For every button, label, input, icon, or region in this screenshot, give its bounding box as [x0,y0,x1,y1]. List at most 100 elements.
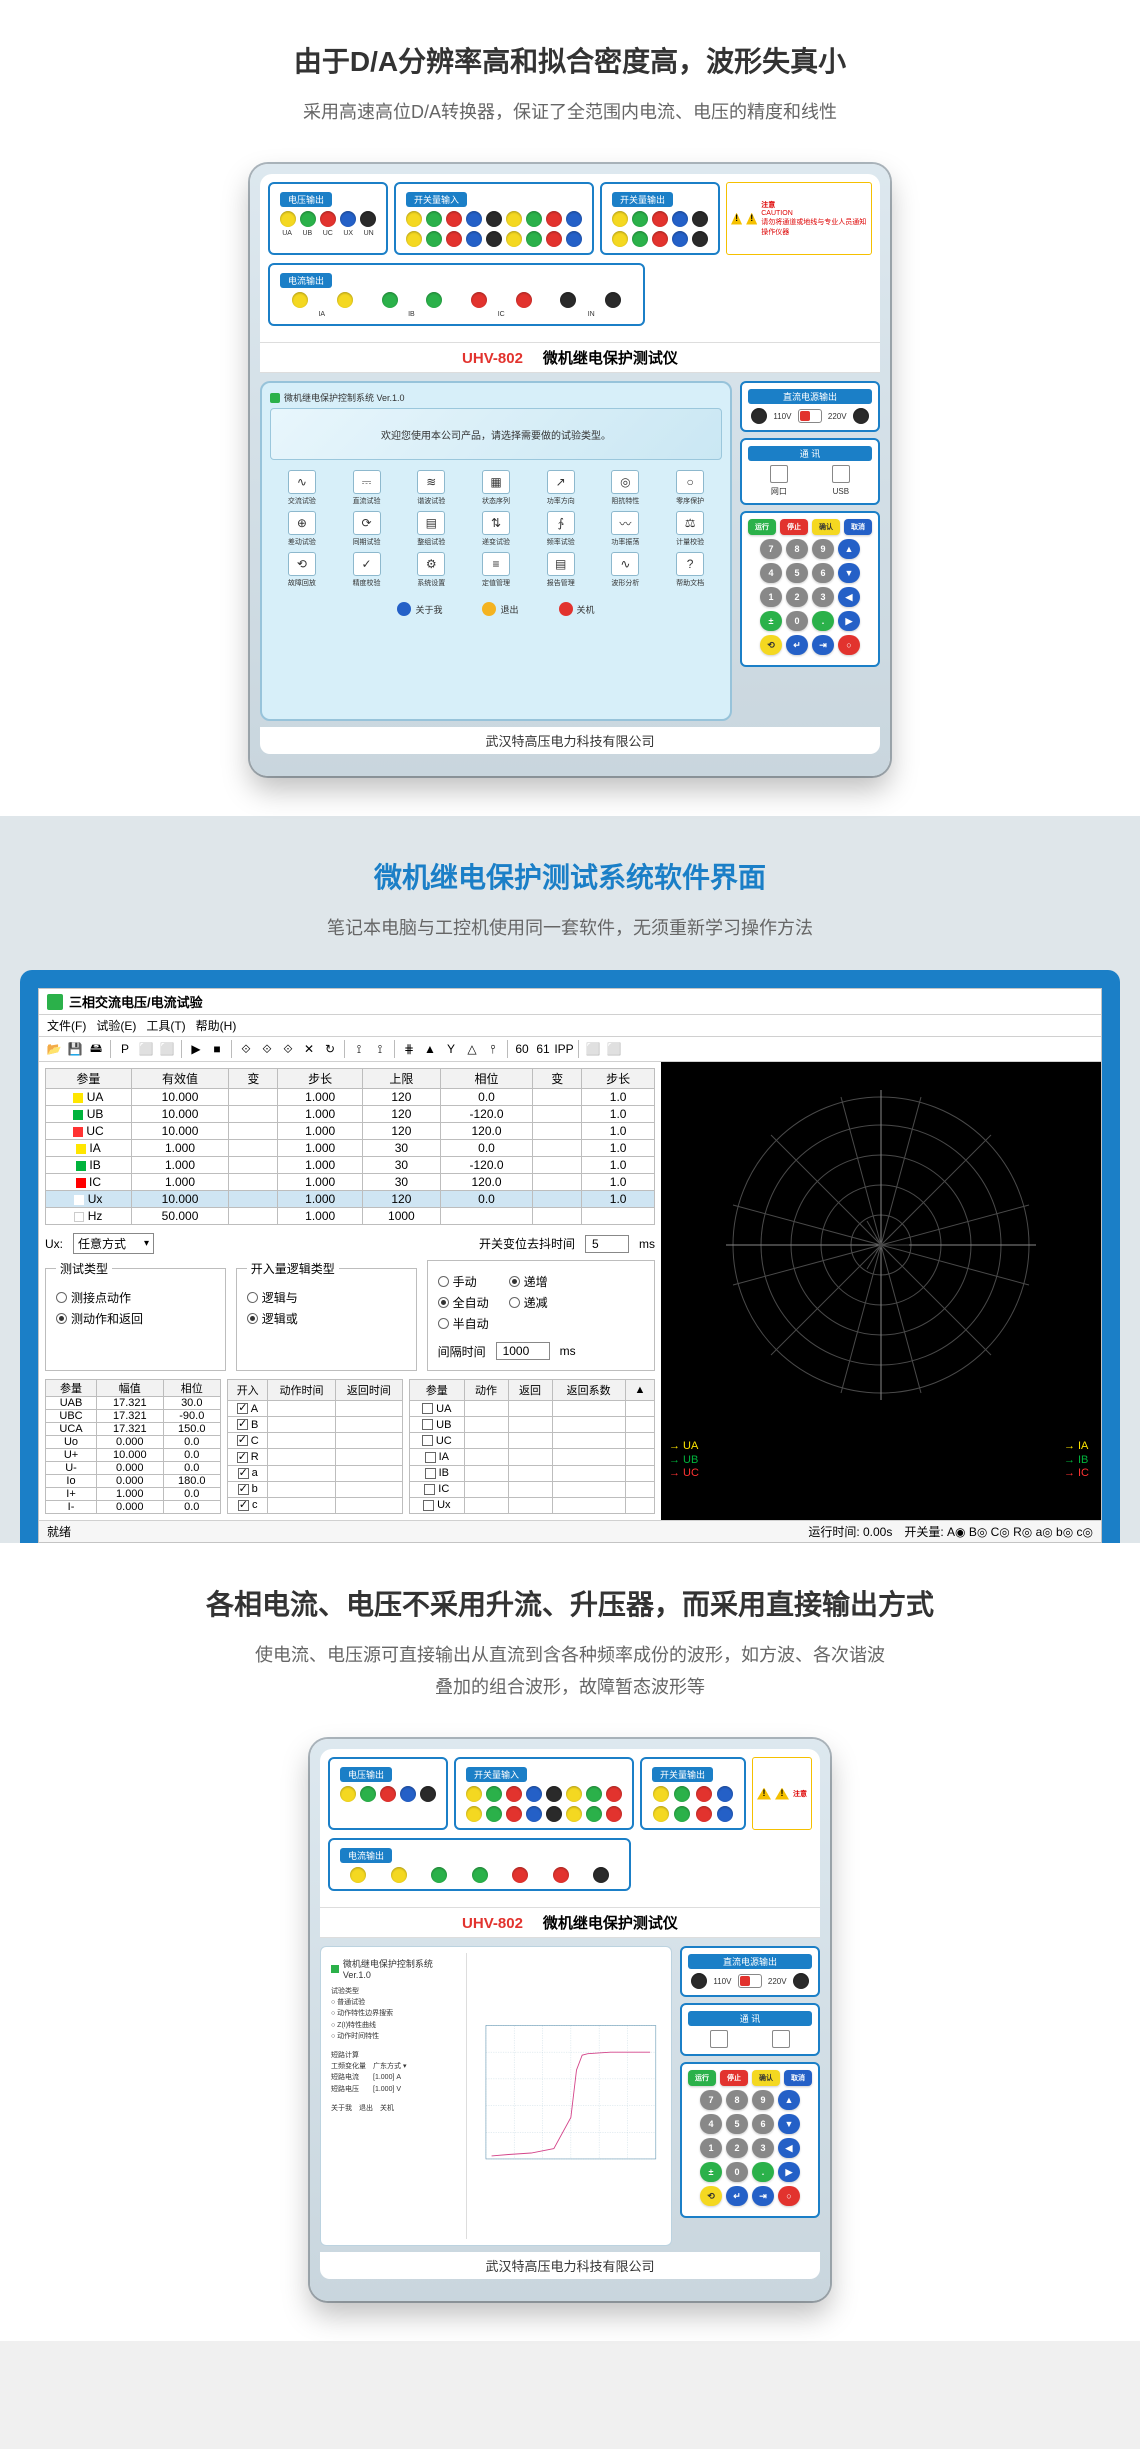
keypad-停止[interactable]: 停止 [720,2070,748,2086]
lcd-icon[interactable]: ⇅递变试验 [466,511,526,547]
exit-button[interactable]: 退出 [482,602,518,616]
keypad-运行[interactable]: 运行 [748,519,776,535]
toolbar-btn[interactable]: △ [463,1040,481,1058]
app-icon [47,994,63,1010]
lcd-icon[interactable]: ⚖计量校验 [660,511,720,547]
mode-group: 手动 全自动 半自动 递增 递减 间隔时间 [427,1260,655,1371]
toolbar-btn[interactable]: IPP [555,1040,573,1058]
statusbar: 就绪 运行时间: 0.00s 开关量: A◉ B◎ C◎ R◎ a◎ b◎ c◎ [39,1520,1101,1542]
lcd-icon[interactable]: ↗功率方向 [531,470,591,506]
lcd-icon[interactable]: ∿交流试验 [272,470,332,506]
toolbar-btn[interactable]: 60 [513,1040,531,1058]
toolbar-btn[interactable]: ⟟ [371,1040,389,1058]
toolbar-btn[interactable]: ⋕ [400,1040,418,1058]
keypad-取消[interactable]: 取消 [844,519,872,535]
toolbar-btn[interactable]: ■ [208,1040,226,1058]
interval-input[interactable]: 1000 [496,1342,550,1360]
device-lcd-chart[interactable]: 微机继电保护控制系统 Ver.1.0 试验类型 ○ 普通试验○ 动作特性边界搜索… [320,1946,672,2246]
section-1: 由于D/A分辨率高和拟合密度高，波形失真小 采用高速高位D/A转换器，保证了全范… [0,0,1140,816]
section-3: 各相电流、电压不采用升流、升压器，而采用直接输出方式 使电流、电压源可直接输出从… [0,1543,1140,2341]
lcd-icon[interactable]: ◎阻抗特性 [596,470,656,506]
section3-sub2: 叠加的组合波形，故障暂态波形等 [0,1673,1140,1699]
test-type-group: 测试类型 测接点动作 测动作和返回 [45,1260,226,1371]
lcd-icon[interactable]: ∱频率试验 [531,511,591,547]
lcd-icon[interactable]: ⟲故障回放 [272,552,332,588]
device-front-2: 电压输出 开关量输入 开关量输出 注意 [310,1739,830,2301]
device-lcd[interactable]: 微机继电保护控制系统 Ver.1.0 欢迎您使用本公司产品，请选择需要做的试验类… [260,381,732,721]
company-label: 武汉特高压电力科技有限公司 [260,727,880,754]
debounce-input[interactable]: 5 [585,1235,629,1253]
lcd-icon[interactable]: ?帮助文档 [660,552,720,588]
toolbar-btn[interactable]: 📂 [45,1040,63,1058]
menubar[interactable]: 文件(F)试验(E)工具(T)帮助(H) [39,1015,1101,1037]
off-button[interactable]: 关机 [559,602,595,616]
keypad-停止[interactable]: 停止 [780,519,808,535]
comm-panel: 通 讯 网口USB [740,438,880,505]
lcd-icon[interactable]: ∿波形分析 [596,552,656,588]
lcd-icon[interactable]: ≋谐波试验 [401,470,461,506]
radio-decrease[interactable]: 递减 [509,1294,548,1311]
lcd-icon[interactable]: ▦状态序列 [466,470,526,506]
keypad: 运行停止确认取消 789▲ 456▼ 123◀ ±0.▶ ⟲↵⇥○ [740,511,880,667]
lcd-banner: 欢迎您使用本公司产品，请选择需要做的试验类型。 [270,408,722,460]
lcd-icon[interactable]: ⟳同期试验 [337,511,397,547]
radio-increase[interactable]: 递增 [509,1273,548,1290]
toolbar-btn[interactable]: Y [442,1040,460,1058]
keypad-确认[interactable]: 确认 [752,2070,780,2086]
app-icon [270,393,280,403]
warning-icon [731,213,742,225]
titlebar: 三相交流电压/电流试验 [39,989,1101,1015]
toolbar-btn[interactable]: 💾 [66,1040,84,1058]
lcd-icon[interactable]: 〰功率振荡 [596,511,656,547]
radio-or[interactable]: 逻辑或 [247,1310,406,1327]
toolbar-btn[interactable]: ▶ [187,1040,205,1058]
ethernet-port[interactable] [770,465,788,483]
lcd-icon[interactable]: ⊕差动试验 [272,511,332,547]
toolbar-btn[interactable]: ⟟ [350,1040,368,1058]
lcd-icon[interactable]: ✓精度校验 [337,552,397,588]
polar-plot: → UA→ UB→ UC → IA→ IB→ IC [661,1062,1101,1520]
toolbar-btn[interactable]: 61 [534,1040,552,1058]
lcd-icon[interactable]: ⚙系统设置 [401,552,461,588]
keypad-取消[interactable]: 取消 [784,2070,812,2086]
chart-area [467,1953,665,2239]
ux-mode-select[interactable]: 任意方式 [73,1233,154,1254]
keypad-运行[interactable]: 运行 [688,2070,716,2086]
toolbar-btn[interactable]: ⬜ [158,1040,176,1058]
about-button[interactable]: 关于我 [397,602,442,616]
section-2: 微机继电保护测试系统软件界面 笔记本电脑与工控机使用同一套软件，无须重新学习操作… [0,816,1140,1543]
radio-and[interactable]: 逻辑与 [247,1289,406,1306]
lcd-icon[interactable]: ≡定值管理 [466,552,526,588]
toolbar-btn[interactable]: ⟐ [279,1040,297,1058]
radio-contact[interactable]: 测接点动作 [56,1289,215,1306]
toolbar-btn[interactable]: ↻ [321,1040,339,1058]
toolbar-btn[interactable]: P [116,1040,134,1058]
volt-legend: UAUBUCUXUN [280,230,376,237]
keypad-确认[interactable]: 确认 [812,519,840,535]
lcd-icon[interactable]: ▤报告管理 [531,552,591,588]
param-table[interactable]: 参量有效值变步长上限相位变步长 UA10.0001.0001200.01.0 U… [45,1068,655,1225]
radio-action-return[interactable]: 测动作和返回 [56,1310,215,1327]
toolbar-btn[interactable]: ✕ [300,1040,318,1058]
section3-title: 各相电流、电压不采用升流、升压器，而采用直接输出方式 [0,1583,1140,1623]
lcd-icon[interactable]: ▤整组试验 [401,511,461,547]
toolbar-btn[interactable]: ⟐ [258,1040,276,1058]
toolbar-btn[interactable]: ⬜ [584,1040,602,1058]
radio-manual[interactable]: 手动 [438,1273,489,1290]
chart-side-options: 微机继电保护控制系统 Ver.1.0 试验类型 ○ 普通试验○ 动作特性边界搜索… [327,1953,467,2239]
radio-auto[interactable]: 全自动 [438,1294,489,1311]
power-switch[interactable] [798,409,822,423]
toolbar-btn[interactable]: ▲ [421,1040,439,1058]
lcd-icon[interactable]: ⎓直流试验 [337,470,397,506]
lcd-icon[interactable]: ○零序保护 [660,470,720,506]
toolbar-btn[interactable]: ⟐ [237,1040,255,1058]
usb-port[interactable] [832,465,850,483]
port-label-io: 开关量输入 [406,192,467,207]
logic-type-group: 开入量逻辑类型 逻辑与 逻辑或 [236,1260,417,1371]
toolbar-btn[interactable]: ⬜ [137,1040,155,1058]
toolbar-btn[interactable]: 🖴 [87,1040,105,1058]
toolbar-btn[interactable]: ⬜ [605,1040,623,1058]
toolbar[interactable]: 📂💾🖴P⬜⬜▶■⟐⟐⟐✕↻⟟⟟⋕▲Y△⫯6061IPP⬜⬜ [39,1037,1101,1062]
toolbar-btn[interactable]: ⫯ [484,1040,502,1058]
radio-semi[interactable]: 半自动 [438,1315,489,1332]
